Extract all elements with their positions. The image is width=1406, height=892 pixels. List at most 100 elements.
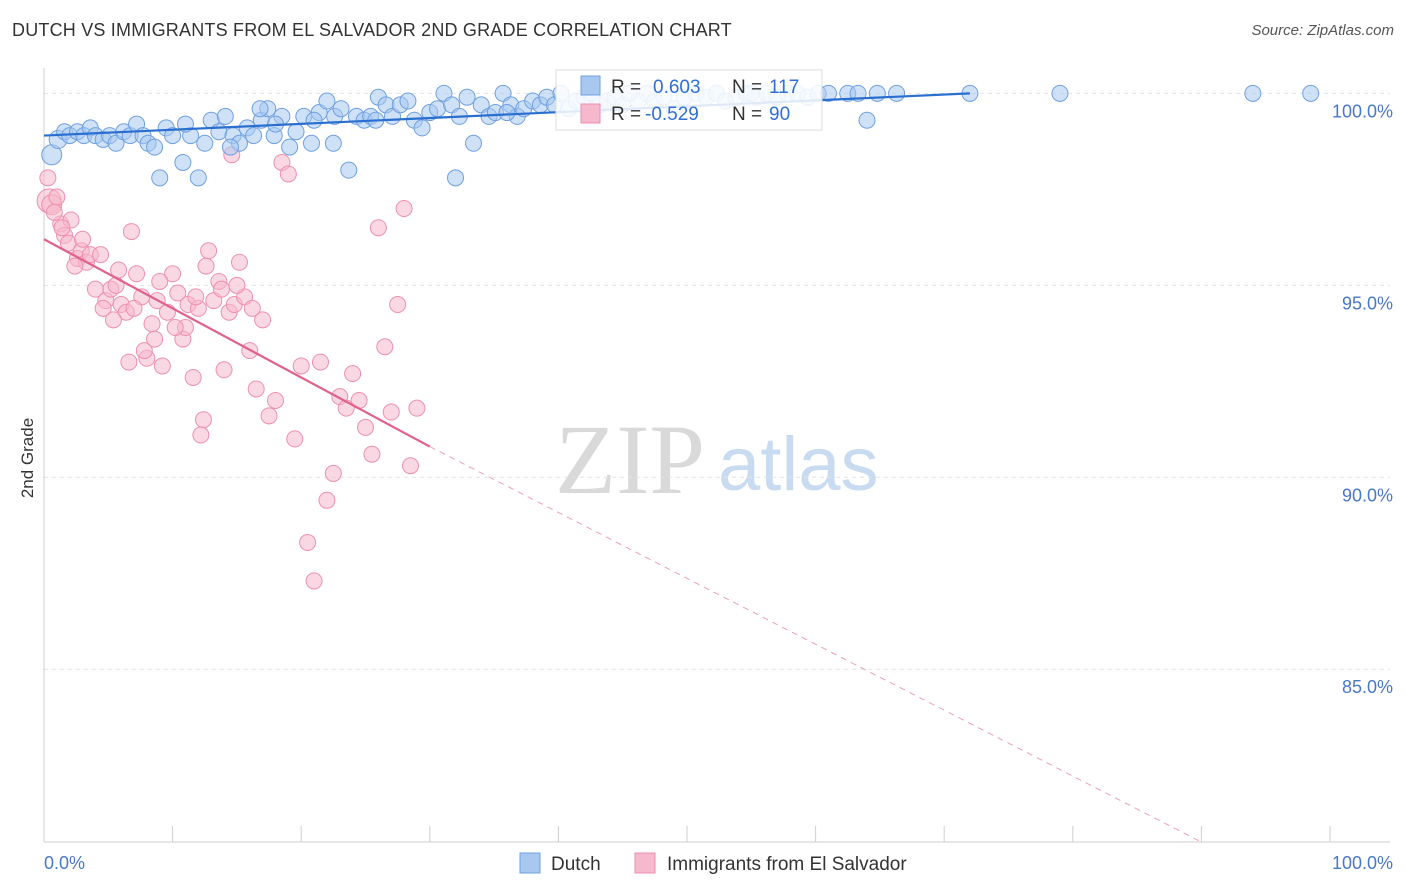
- dutch-point: [302, 134, 320, 152]
- salvador-point: [128, 265, 146, 283]
- dutch-point: [151, 169, 169, 187]
- stats-salvador-r-value: -0.529: [645, 104, 699, 125]
- salvador-point: [363, 445, 381, 463]
- salvador-point: [184, 368, 202, 386]
- dutch-point: [281, 138, 299, 156]
- stats-salvador-n-value: 90: [769, 104, 790, 125]
- salvador-point: [143, 315, 161, 333]
- salvador-point: [74, 230, 92, 248]
- dutch-point: [465, 134, 483, 152]
- salvador-point: [286, 430, 304, 448]
- x-tick-label-start: 0.0%: [44, 853, 85, 873]
- y-tick-label: 95.0%: [1342, 293, 1393, 313]
- salvador-point: [187, 288, 205, 306]
- salvador-point: [402, 457, 420, 475]
- salvador-point: [305, 572, 323, 590]
- dutch-point: [251, 100, 269, 118]
- dutch-point: [174, 153, 192, 171]
- dutch-point: [1244, 84, 1262, 102]
- salvador-point: [247, 380, 265, 398]
- dutch-point: [146, 138, 164, 156]
- stats-box: R = 0.603 N = 117 R = -0.529 N = 90: [555, 69, 823, 131]
- salvador-point: [254, 311, 272, 329]
- salvador-point: [146, 330, 164, 348]
- dutch-point: [332, 100, 350, 118]
- salvador-point: [324, 464, 342, 482]
- dutch-point: [888, 84, 906, 102]
- stats-dutch-n-label: N =: [732, 77, 762, 98]
- legend-dutch-swatch: [519, 852, 541, 874]
- salvador-point: [39, 169, 57, 187]
- source-credit: Source: ZipAtlas.com: [1251, 22, 1394, 39]
- salvador-point: [197, 257, 215, 275]
- dutch-point: [413, 119, 431, 137]
- dutch-point: [340, 161, 358, 179]
- salvador-point: [135, 342, 153, 360]
- salvador-point: [212, 280, 230, 298]
- legend-salvador-label: Immigrants from El Salvador: [667, 854, 907, 875]
- dutch-point: [164, 127, 182, 145]
- stats-salvador-swatch: [580, 103, 601, 124]
- dutch-point: [324, 134, 342, 152]
- salvador-point: [382, 403, 400, 421]
- y-tick-label: 85.0%: [1342, 677, 1393, 697]
- series-salvador-points: [36, 146, 426, 590]
- salvador-point: [151, 272, 169, 290]
- salvador-point: [357, 418, 374, 436]
- salvador-point: [299, 534, 317, 552]
- y-tick-label: 90.0%: [1342, 485, 1393, 505]
- stats-dutch-n-value: 117: [769, 77, 799, 98]
- dutch-point: [210, 123, 228, 141]
- salvador-point: [120, 353, 138, 371]
- salvador-point: [169, 284, 187, 302]
- grid: [44, 92, 1390, 670]
- dutch-point: [868, 84, 886, 102]
- y-tick-label: 100.0%: [1332, 101, 1393, 121]
- salvador-point: [215, 361, 233, 379]
- salvador-point: [104, 311, 122, 329]
- legend-dutch-label: Dutch: [551, 854, 601, 875]
- dutch-point: [216, 107, 234, 125]
- salvador-point: [318, 491, 336, 509]
- dutch-point: [1302, 84, 1320, 102]
- legend-salvador-swatch: [634, 852, 656, 874]
- dutch-point: [287, 123, 305, 141]
- salvador-point: [230, 253, 248, 271]
- salvador-point: [164, 265, 182, 283]
- salvador-point: [48, 188, 66, 206]
- dutch-point: [318, 92, 336, 110]
- stats-dutch-r-value: 0.603: [653, 77, 701, 98]
- y-axis-label: 2nd Grade: [18, 418, 37, 498]
- stats-dutch-r-label: R =: [611, 77, 641, 98]
- salvador-point: [311, 353, 329, 371]
- salvador-point: [66, 257, 84, 275]
- dutch-point: [189, 169, 207, 187]
- dutch-point: [429, 100, 447, 118]
- dutch-point: [221, 138, 239, 156]
- dutch-point: [1051, 84, 1069, 102]
- axes: [43, 68, 1390, 843]
- dutch-point: [458, 88, 476, 106]
- chart-title: DUTCH VS IMMIGRANTS FROM EL SALVADOR 2ND…: [12, 20, 732, 40]
- salvador-point: [266, 391, 284, 409]
- salvador-point: [344, 365, 362, 383]
- salvador-point: [369, 219, 387, 237]
- salvador-point: [192, 426, 210, 444]
- salvador-point: [194, 411, 212, 429]
- salvador-point: [292, 357, 310, 375]
- dutch-point: [447, 169, 465, 187]
- salvador-point: [228, 276, 246, 294]
- salvador-point: [122, 223, 140, 241]
- dutch-point: [858, 111, 876, 129]
- salvador-point: [125, 299, 143, 317]
- x-tick-label-end: 100.0%: [1332, 853, 1393, 873]
- salvador-point: [408, 399, 426, 417]
- salvador-point: [94, 299, 112, 317]
- legend: Dutch Immigrants from El Salvador: [519, 852, 907, 875]
- salvador-trend-line: [43, 238, 431, 448]
- dutch-point: [245, 127, 263, 145]
- salvador-point: [110, 261, 128, 279]
- salvador-point: [279, 165, 297, 183]
- stats-salvador-n-label: N =: [732, 104, 762, 125]
